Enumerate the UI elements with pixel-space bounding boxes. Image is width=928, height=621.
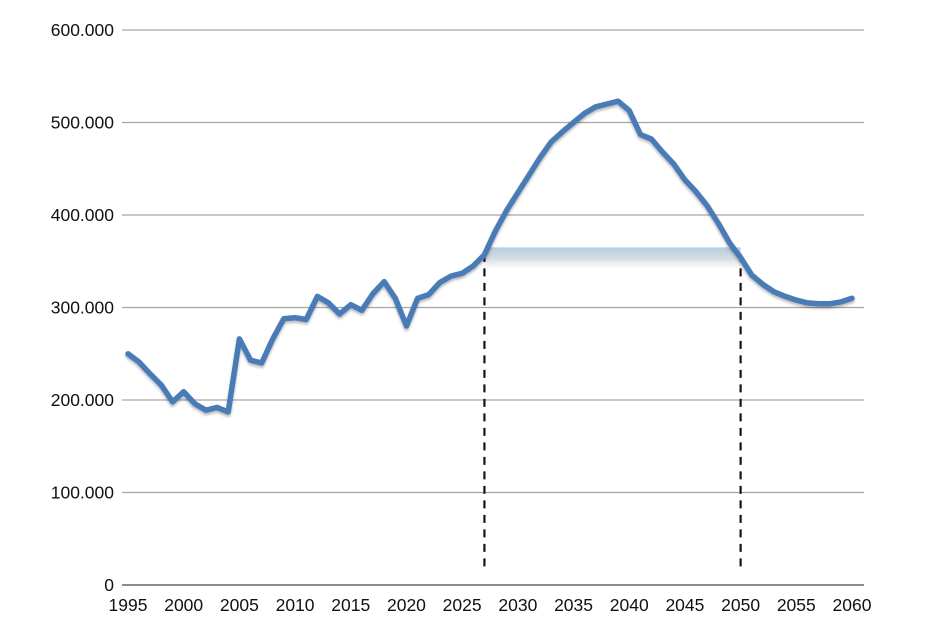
population-series-line	[125, 98, 855, 415]
y-tick-label: 400.000	[51, 205, 115, 225]
x-tick-label: 2060	[833, 595, 872, 615]
x-tick-label: 2005	[220, 595, 259, 615]
x-tick-label: 2025	[443, 595, 482, 615]
y-tick-label: 300.000	[51, 298, 115, 318]
x-tick-label: 2020	[387, 595, 426, 615]
y-tick-label: 600.000	[51, 20, 115, 40]
highlight-band	[484, 247, 741, 269]
y-tick-label: 500.000	[51, 113, 115, 133]
x-tick-label: 2055	[777, 595, 816, 615]
x-tick-label: 2030	[498, 595, 537, 615]
y-tick-label: 100.000	[51, 483, 115, 503]
x-tick-label: 1995	[109, 595, 148, 615]
x-tick-label: 2035	[554, 595, 593, 615]
y-tick-label: 0	[104, 575, 114, 595]
x-tick-label: 2010	[276, 595, 315, 615]
x-tick-label: 2000	[164, 595, 203, 615]
x-tick-label: 2040	[610, 595, 649, 615]
x-tick-label: 2050	[721, 595, 760, 615]
x-tick-label: 2045	[665, 595, 704, 615]
x-tick-label: 2015	[331, 595, 370, 615]
y-tick-label: 200.000	[51, 390, 115, 410]
